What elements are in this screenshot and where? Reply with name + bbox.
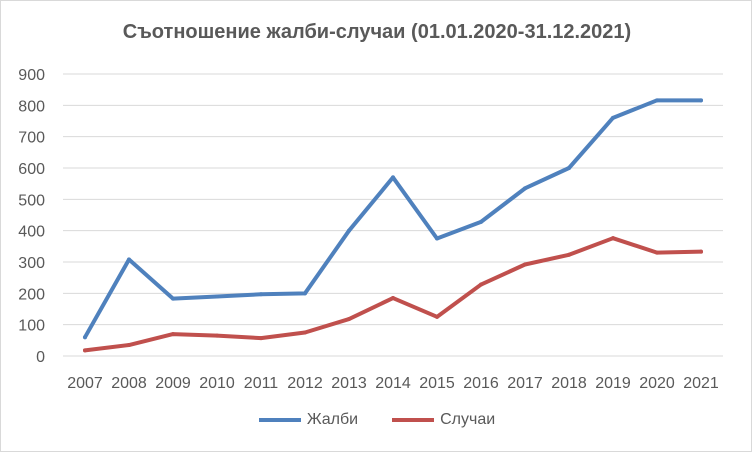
gridlines — [63, 73, 723, 357]
data-point-2-2018 — [567, 252, 571, 257]
x-tick-label-2011: 2011 — [244, 375, 279, 392]
x-tick-label-2012: 2012 — [287, 375, 323, 392]
x-tick-label-2019: 2019 — [595, 375, 631, 392]
x-tick-label-2016: 2016 — [463, 375, 499, 392]
legend-label-1: Жалби — [306, 411, 359, 428]
y-tick-label-500: 500 — [18, 192, 45, 209]
y-tick-label-600: 600 — [18, 161, 45, 178]
data-point-1-2016 — [479, 219, 483, 224]
data-point-1-2008 — [127, 257, 131, 262]
data-point-2-2020 — [655, 250, 659, 255]
y-tick-label-100: 100 — [18, 318, 45, 335]
x-axis-ticks: 2007 2008 2009 2010 2011 2012 2013 2014 2015 2016… — [67, 375, 719, 392]
series-lines — [83, 98, 703, 353]
x-tick-label-2014: 2014 — [375, 375, 411, 392]
data-point-1-2007 — [83, 335, 87, 340]
y-tick-label-800: 800 — [18, 98, 45, 115]
data-point-2-2010 — [215, 333, 219, 338]
data-point-1-2011 — [259, 292, 263, 297]
y-tick-label-900: 900 — [18, 67, 45, 84]
data-point-1-2009 — [171, 296, 175, 301]
data-point-2-2019 — [611, 236, 615, 241]
legend-item-1: Жалби — [258, 411, 359, 429]
data-point-1-2015 — [435, 236, 439, 241]
x-tick-label-2013: 2013 — [331, 375, 367, 392]
data-point-1-2017 — [523, 186, 527, 191]
chart-title: Съотношение жалби-случаи (01.01.2020-31.… — [122, 21, 632, 43]
y-tick-label-200: 200 — [18, 286, 45, 303]
y-tick-label-300: 300 — [18, 255, 45, 272]
data-point-1-2014 — [391, 175, 395, 180]
legend-swatch-2 — [392, 418, 435, 422]
series-line-1 — [83, 98, 703, 340]
data-point-1-2020 — [655, 98, 659, 103]
x-tick-label-2021: 2021 — [683, 375, 719, 392]
y-axis-ticks: 0 100 200 300 400 500 600 700 800 900 — [18, 67, 45, 366]
x-tick-label-2017: 2017 — [507, 375, 543, 392]
y-tick-label-700: 700 — [18, 130, 45, 147]
data-point-2-2011 — [259, 336, 263, 341]
data-point-2-2013 — [347, 317, 351, 322]
data-point-1-2021 — [699, 98, 703, 103]
data-point-1-2019 — [611, 115, 615, 120]
data-point-2-2015 — [435, 314, 439, 319]
y-tick-label-400: 400 — [18, 224, 45, 241]
data-point-2-2014 — [391, 296, 395, 301]
x-tick-label-2007: 2007 — [67, 375, 103, 392]
legend: Жалби Случаи — [1, 411, 752, 429]
x-tick-label-2010: 2010 — [199, 375, 235, 392]
data-point-2-2009 — [171, 332, 175, 337]
legend-item-2: Случаи — [392, 411, 495, 429]
x-tick-label-2018: 2018 — [551, 375, 587, 392]
data-point-1-2013 — [347, 228, 351, 233]
y-tick-label-0: 0 — [36, 349, 45, 366]
data-point-1-2012 — [303, 291, 307, 296]
data-point-2-2021 — [699, 249, 703, 254]
data-point-1-2010 — [215, 294, 219, 299]
data-point-1-2018 — [567, 166, 571, 170]
legend-swatch-1 — [258, 418, 301, 422]
x-tick-label-2008: 2008 — [111, 375, 147, 392]
data-point-2-2016 — [479, 282, 483, 287]
legend-label-2: Случаи — [440, 411, 496, 428]
x-tick-label-2009: 2009 — [155, 375, 191, 392]
data-point-2-2012 — [303, 330, 307, 335]
x-tick-label-2020: 2020 — [639, 375, 675, 392]
x-tick-label-2015: 2015 — [419, 375, 455, 392]
series-line-2 — [83, 236, 703, 353]
data-point-2-2008 — [127, 343, 131, 348]
data-point-2-2007 — [83, 348, 87, 353]
data-point-2-2017 — [523, 262, 527, 267]
